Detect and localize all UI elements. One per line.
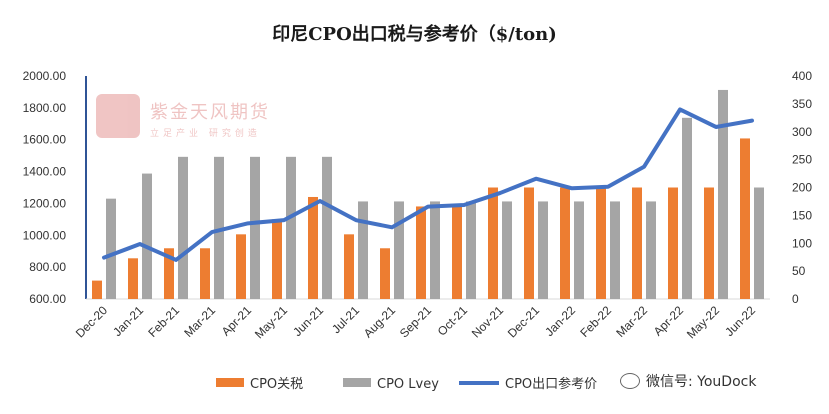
bar-cpo-levy: [682, 117, 692, 299]
x-tick-label: Jan-21: [110, 303, 146, 339]
bar-cpo-tax: [452, 206, 462, 299]
bar-cpo-levy: [754, 187, 764, 299]
x-tick-label: Mar-22: [613, 303, 650, 340]
left-tick-label: 1200.00: [23, 196, 67, 210]
bar-cpo-tax: [236, 234, 246, 299]
x-tick-label: May-22: [684, 303, 722, 341]
bar-cpo-tax: [704, 187, 714, 299]
watermark-logo: 紫金天风期货 立足产业 研究创造: [86, 94, 326, 154]
x-tick-label: Nov-21: [469, 303, 506, 340]
legend-swatch: [216, 378, 244, 387]
bar-cpo-levy: [178, 156, 188, 299]
right-tick-label: 300: [792, 125, 812, 139]
right-tick-label: 150: [792, 208, 812, 222]
bar-cpo-tax: [740, 138, 750, 299]
wechat-watermark: 微信号: YouDock: [620, 371, 756, 391]
bar-cpo-levy: [286, 156, 296, 299]
x-tick-label: Feb-22: [577, 303, 614, 340]
company-logo-icon: [96, 94, 140, 138]
watermark-company-name: 紫金天风期货: [150, 102, 270, 123]
x-tick-label: Mar-21: [181, 303, 218, 340]
right-tick-label: 0: [792, 292, 799, 306]
x-tick-label: Apr-21: [219, 303, 255, 339]
right-tick-label: 400: [792, 69, 812, 83]
legend: CPO关税 CPO Lvey CPO出口参考价: [216, 376, 597, 392]
left-tick-label: 1800.00: [23, 101, 67, 115]
x-tick-label: Dec-21: [505, 303, 542, 340]
bar-cpo-tax: [596, 187, 606, 299]
x-tick-label: May-21: [252, 303, 290, 341]
legend-label: CPO Lvey: [377, 377, 439, 392]
right-tick-label: 50: [792, 264, 806, 278]
chart-title: 印尼CPO出口税与参考价（$/ton): [272, 24, 557, 45]
x-tick-label: Feb-21: [145, 303, 182, 340]
bar-cpo-levy: [358, 201, 368, 299]
bar-cpo-levy: [610, 201, 620, 299]
bar-cpo-levy: [502, 201, 512, 299]
x-tick-label: Oct-21: [435, 303, 471, 339]
x-tick-label: Sep-21: [397, 303, 434, 340]
bar-cpo-tax: [380, 248, 390, 299]
bar-cpo-tax: [308, 196, 318, 299]
left-tick-label: 1000.00: [23, 228, 67, 242]
line-cpo-reference-price: [102, 107, 754, 262]
bar-cpo-levy: [538, 201, 548, 299]
left-tick-label: 1400.00: [23, 165, 67, 179]
x-tick-label: Dec-20: [73, 303, 110, 340]
legend-label: CPO关税: [250, 377, 303, 392]
wechat-label: 微信号: YouDock: [646, 374, 757, 390]
bar-cpo-tax: [416, 206, 426, 299]
bar-cpo-levy: [322, 156, 332, 299]
bar-cpo-tax: [128, 258, 138, 299]
bar-cpo-levy: [718, 89, 728, 299]
bar-cpo-tax: [272, 219, 282, 299]
bar-cpo-tax: [524, 187, 534, 299]
legend-label: CPO出口参考价: [505, 376, 597, 392]
x-tick-label: Apr-22: [651, 303, 687, 339]
watermark-tagline: 立足产业 研究创造: [150, 129, 261, 139]
bar-cpo-levy: [430, 201, 440, 299]
right-tick-label: 250: [792, 153, 812, 167]
x-tick-label: Jul-21: [329, 303, 362, 336]
left-tick-label: 800.00: [29, 260, 66, 274]
bar-cpo-levy: [466, 201, 476, 299]
legend-swatch: [343, 378, 371, 387]
bar-cpo-levy: [250, 156, 260, 299]
bar-cpo-tax: [164, 248, 174, 299]
x-tick-label: Jun-22: [722, 303, 758, 339]
bar-cpo-levy: [574, 201, 584, 299]
line-group: [102, 107, 754, 262]
bar-cpo-levy: [394, 201, 404, 299]
bar-cpo-tax: [632, 187, 642, 299]
bar-cpo-tax: [560, 187, 570, 299]
left-tick-label: 1600.00: [23, 133, 67, 147]
right-tick-label: 200: [792, 181, 812, 195]
x-tick-label: Jan-22: [542, 303, 578, 339]
bar-cpo-levy: [142, 173, 152, 299]
bar-cpo-tax: [200, 248, 210, 299]
left-tick-label: 600.00: [29, 292, 66, 306]
left-y-axis: 600.00 800.00 1000.00 1200.00 1400.00 1600.00…: [23, 69, 87, 306]
x-tick-label: Jun-21: [290, 303, 326, 339]
right-tick-label: 100: [792, 236, 812, 250]
bar-cpo-levy: [646, 201, 656, 299]
bar-cpo-tax: [92, 280, 102, 299]
left-tick-label: 2000.00: [23, 69, 67, 83]
bar-cpo-levy: [214, 156, 224, 299]
bar-cpo-tax: [668, 187, 678, 299]
bar-cpo-levy: [106, 198, 116, 299]
bar-cpo-tax: [488, 187, 498, 299]
bar-group: [92, 89, 764, 299]
wechat-icon: [620, 373, 640, 389]
x-tick-label: Aug-21: [361, 303, 398, 340]
right-tick-label: 350: [792, 97, 812, 111]
bar-cpo-tax: [344, 234, 354, 299]
right-y-axis: 0 50 100 150 200 250 300 350 400: [792, 69, 812, 306]
